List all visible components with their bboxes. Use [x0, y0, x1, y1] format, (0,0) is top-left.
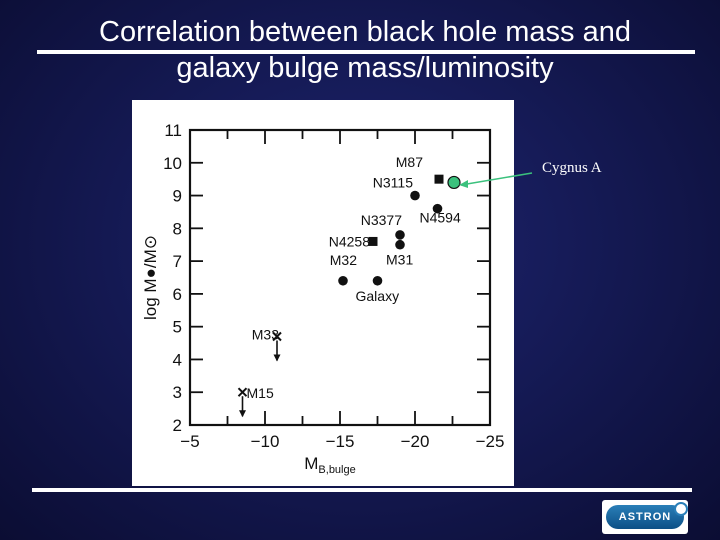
data-point-n3115 — [410, 190, 420, 201]
data-point-n4258 — [368, 236, 378, 246]
astron-logo: ASTRON — [602, 500, 688, 534]
y-tick-label: 2 — [173, 416, 182, 435]
cygnus-a-label: Cygnus A — [542, 160, 602, 176]
y-axis-label: log M●/M⊙ — [141, 235, 160, 320]
astron-logo-text: ASTRON — [606, 505, 684, 529]
title-line-2: galaxy bulge mass/luminosity — [176, 52, 554, 84]
point-label-m31: M31 — [386, 252, 413, 268]
data-point-galaxy — [372, 275, 383, 286]
x-tick-label: −15 — [326, 432, 355, 451]
scatter-chart: 2 3 4 5 6 7 8 9 10 11 −5 −10 −15 −20 −25 MB,bulge log M●… — [141, 121, 505, 476]
y-tick-label: 11 — [164, 121, 182, 140]
point-label-m32: M32 — [330, 252, 357, 268]
chart-figure: 2 3 4 5 6 7 8 9 10 11 −5 −10 −15 −20 −25 MB,bulge log M●… — [132, 100, 514, 486]
data-point-m33 — [272, 331, 282, 342]
y-tick-label: 4 — [173, 350, 182, 369]
point-label-galaxy: Galaxy — [356, 288, 400, 304]
point-label-n4258: N4258 — [329, 233, 370, 249]
footer-divider — [32, 488, 692, 492]
y-tick-label: 8 — [173, 219, 182, 238]
x-tick-label: −10 — [251, 432, 280, 451]
upper-limit-arrowhead — [239, 410, 246, 418]
y-tick-label: 7 — [173, 252, 182, 271]
y-tick-label: 6 — [173, 285, 182, 304]
data-point-m32 — [338, 275, 348, 286]
data-point-m87 — [434, 174, 444, 184]
x-tick-label: −20 — [401, 432, 430, 451]
y-tick-label: 9 — [173, 187, 182, 206]
title-divider — [37, 50, 695, 54]
point-label-m87: M87 — [396, 154, 423, 170]
y-tick-label: 10 — [163, 154, 182, 173]
data-point-m31 — [395, 239, 405, 250]
point-label-m15: M15 — [247, 385, 274, 401]
astron-logo-ring — [674, 502, 688, 516]
x-axis-label: MB,bulge — [304, 454, 355, 476]
data-point-cygnus-a — [447, 175, 461, 190]
point-label-n3377: N3377 — [361, 212, 402, 228]
x-tick-label: −25 — [476, 432, 505, 451]
data-point-n4594 — [432, 203, 443, 214]
x-tick-label: −5 — [180, 432, 199, 451]
point-label-n4594: N4594 — [420, 210, 461, 226]
point-label-n3115: N3115 — [373, 175, 413, 191]
point-label-m33: M33 — [252, 327, 279, 343]
data-point-n3377 — [395, 230, 405, 240]
y-tick-label: 3 — [173, 383, 182, 402]
upper-limit-arrowhead — [273, 354, 281, 362]
slide-title: Correlation between black hole mass and … — [0, 14, 720, 86]
data-point-m15 — [237, 387, 248, 397]
y-tick-label: 5 — [173, 318, 182, 337]
title-line-1: Correlation between black hole mass and — [99, 16, 631, 48]
